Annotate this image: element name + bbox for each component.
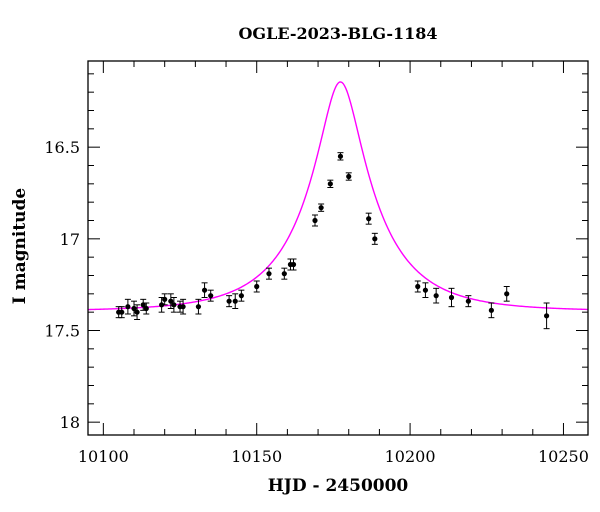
data-marker	[143, 305, 149, 312]
data-point	[238, 289, 245, 302]
model-curve-layer	[87, 81, 588, 311]
data-marker	[125, 304, 131, 310]
data-point	[503, 286, 510, 302]
data-point	[226, 295, 233, 308]
data-marker	[281, 271, 287, 277]
data-point	[124, 298, 131, 315]
data-point	[345, 172, 352, 181]
data-marker	[465, 298, 471, 304]
data-marker	[159, 302, 165, 308]
data-marker	[238, 293, 244, 299]
chart-title: OGLE-2023-BLG-1184	[238, 24, 437, 43]
data-marker	[208, 293, 214, 299]
data-point	[253, 280, 260, 293]
x-axis-title: HJD - 2450000	[268, 476, 409, 496]
data-point	[422, 282, 429, 298]
data-marker	[226, 298, 232, 304]
data-marker	[232, 298, 238, 304]
data-point	[265, 267, 272, 280]
data-marker	[195, 304, 202, 310]
data-marker	[327, 181, 333, 187]
data-point	[207, 289, 214, 302]
data-point	[167, 293, 174, 309]
data-point	[201, 282, 208, 298]
x-tick-label: 10100	[78, 447, 129, 466]
data-point	[170, 297, 177, 313]
data-marker	[290, 261, 297, 268]
data-marker	[543, 313, 550, 319]
data-point	[365, 212, 372, 225]
tick-labels: 10100 10150 10200 10250 16.5 17 17.5 18	[44, 138, 589, 466]
data-point	[281, 267, 288, 280]
data-point	[290, 258, 297, 271]
data-point	[318, 203, 325, 212]
data-point	[195, 298, 202, 315]
data-point	[161, 293, 168, 306]
data-marker	[162, 296, 168, 302]
y-tick-label: 16.5	[44, 138, 80, 157]
data-point	[180, 298, 187, 315]
data-marker	[488, 307, 494, 313]
y-tick-label: 17.5	[44, 322, 80, 341]
data-point	[371, 232, 378, 245]
tick-marks	[88, 61, 588, 435]
data-marker	[415, 283, 421, 290]
data-point	[311, 214, 318, 227]
y-tick-label: 18	[60, 413, 80, 432]
data-marker	[140, 302, 146, 308]
data-marker	[312, 217, 318, 224]
data-marker	[168, 298, 174, 304]
data-marker	[201, 287, 208, 293]
data-marker	[171, 302, 177, 308]
data-marker	[180, 304, 186, 310]
data-marker	[448, 294, 455, 301]
data-marker	[134, 309, 140, 315]
data-point	[327, 179, 334, 188]
x-tick-label: 10250	[538, 447, 589, 466]
data-marker	[119, 309, 125, 315]
data-point	[143, 302, 150, 315]
data-marker	[366, 216, 372, 222]
data-point	[465, 295, 472, 308]
model-curve-line	[87, 81, 588, 311]
plot-frame	[87, 60, 589, 436]
data-point	[543, 302, 550, 330]
y-tick-label: 17	[60, 230, 80, 249]
data-marker	[337, 153, 344, 159]
data-marker	[266, 271, 272, 277]
data-point	[433, 287, 440, 304]
data-marker	[254, 283, 260, 290]
data-point	[414, 280, 421, 293]
data-marker	[433, 293, 439, 299]
data-point	[488, 302, 495, 319]
data-point	[337, 152, 344, 161]
data-marker	[372, 236, 378, 242]
y-axis-title: I magnitude	[10, 188, 30, 305]
x-tick-label: 10150	[231, 447, 282, 466]
x-tick-label: 10200	[385, 447, 436, 466]
data-points-layer	[115, 152, 550, 330]
data-point	[131, 300, 138, 317]
data-point	[118, 306, 125, 319]
data-marker	[318, 205, 324, 211]
data-marker	[131, 305, 137, 312]
data-point	[448, 287, 455, 308]
data-point	[134, 304, 141, 320]
data-marker	[422, 287, 429, 293]
data-marker	[346, 173, 352, 180]
data-point	[232, 293, 239, 309]
data-marker	[504, 291, 510, 297]
